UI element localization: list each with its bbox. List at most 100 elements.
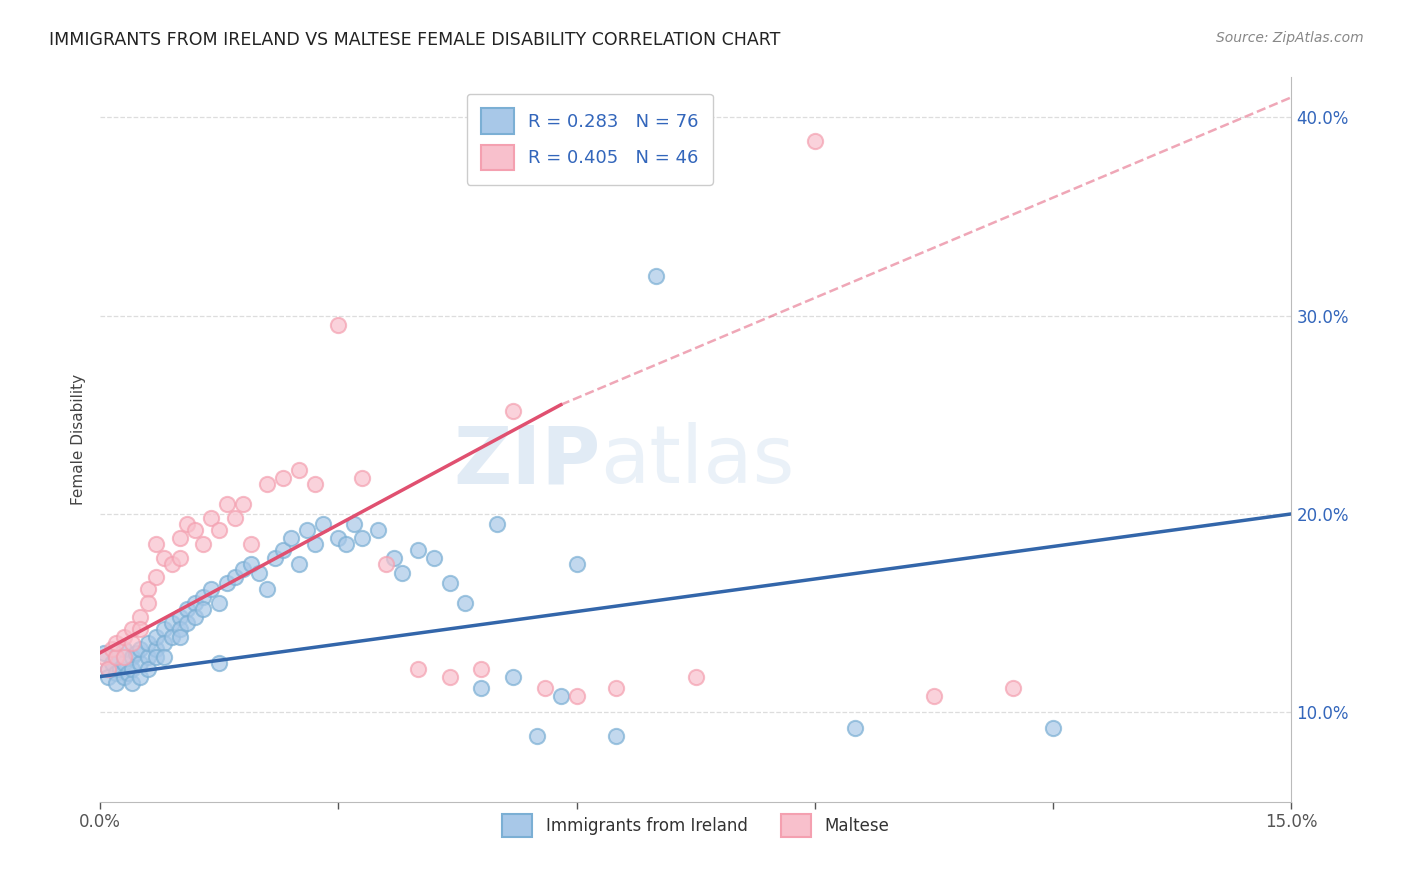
Point [1002, 681, 1025, 696]
Point [406, 542, 429, 557]
Point [422, 550, 444, 565]
Point [439, 576, 461, 591]
Point [256, 582, 278, 597]
Point [470, 681, 492, 696]
Point [145, 536, 167, 550]
Point [169, 610, 191, 624]
Point [184, 610, 207, 624]
Point [160, 557, 183, 571]
Point [200, 511, 222, 525]
Point [128, 656, 150, 670]
Point [439, 670, 461, 684]
Point [117, 665, 139, 680]
Point [145, 641, 167, 656]
Point [121, 622, 143, 636]
Point [121, 636, 143, 650]
Text: Source: ZipAtlas.com: Source: ZipAtlas.com [1216, 31, 1364, 45]
Point [169, 550, 191, 565]
Point [534, 681, 557, 696]
Point [280, 531, 302, 545]
Y-axis label: Female Disability: Female Disability [72, 374, 86, 505]
Point [804, 134, 827, 148]
Point [152, 649, 174, 664]
Point [335, 536, 357, 550]
Point [105, 665, 128, 680]
Point [152, 636, 174, 650]
Point [287, 557, 309, 571]
Point [136, 662, 159, 676]
Point [645, 268, 668, 283]
Point [502, 670, 524, 684]
Point [105, 675, 128, 690]
Point [605, 681, 627, 696]
Point [304, 536, 326, 550]
Point [208, 656, 231, 670]
Point [184, 523, 207, 537]
Point [328, 318, 350, 333]
Point [375, 557, 398, 571]
Point [193, 536, 215, 550]
Point [97, 670, 120, 684]
Legend: Immigrants from Ireland, Maltese: Immigrants from Ireland, Maltese [496, 807, 896, 844]
Point [240, 557, 263, 571]
Point [470, 662, 492, 676]
Point [224, 511, 246, 525]
Point [176, 615, 198, 630]
Point [112, 656, 135, 670]
Point [93, 649, 115, 664]
Point [97, 662, 120, 676]
Text: ZIP: ZIP [453, 422, 600, 500]
Point [128, 622, 150, 636]
Point [271, 542, 294, 557]
Point [240, 536, 263, 550]
Point [121, 649, 143, 664]
Point [343, 516, 366, 531]
Point [256, 477, 278, 491]
Point [1042, 721, 1064, 735]
Point [247, 566, 270, 581]
Point [101, 656, 124, 670]
Point [263, 550, 285, 565]
Point [136, 596, 159, 610]
Point [367, 523, 389, 537]
Point [304, 477, 326, 491]
Point [145, 630, 167, 644]
Point [565, 690, 588, 704]
Point [160, 615, 183, 630]
Point [145, 649, 167, 664]
Point [152, 622, 174, 636]
Point [160, 630, 183, 644]
Point [208, 596, 231, 610]
Point [121, 675, 143, 690]
Point [169, 622, 191, 636]
Point [176, 516, 198, 531]
Point [685, 670, 707, 684]
Point [193, 591, 215, 605]
Point [502, 403, 524, 417]
Point [112, 641, 135, 656]
Point [352, 471, 374, 485]
Point [224, 570, 246, 584]
Point [232, 562, 254, 576]
Point [295, 523, 318, 537]
Point [382, 550, 405, 565]
Point [550, 690, 572, 704]
Point [136, 636, 159, 650]
Point [105, 649, 128, 664]
Point [352, 531, 374, 545]
Point [565, 557, 588, 571]
Point [217, 576, 239, 591]
Point [128, 641, 150, 656]
Text: IMMIGRANTS FROM IRELAND VS MALTESE FEMALE DISABILITY CORRELATION CHART: IMMIGRANTS FROM IRELAND VS MALTESE FEMAL… [49, 31, 780, 49]
Point [844, 721, 866, 735]
Point [125, 646, 148, 660]
Point [128, 610, 150, 624]
Point [101, 641, 124, 656]
Point [311, 516, 333, 531]
Point [486, 516, 509, 531]
Point [193, 602, 215, 616]
Point [406, 662, 429, 676]
Point [200, 582, 222, 597]
Point [112, 649, 135, 664]
Text: atlas: atlas [600, 422, 794, 500]
